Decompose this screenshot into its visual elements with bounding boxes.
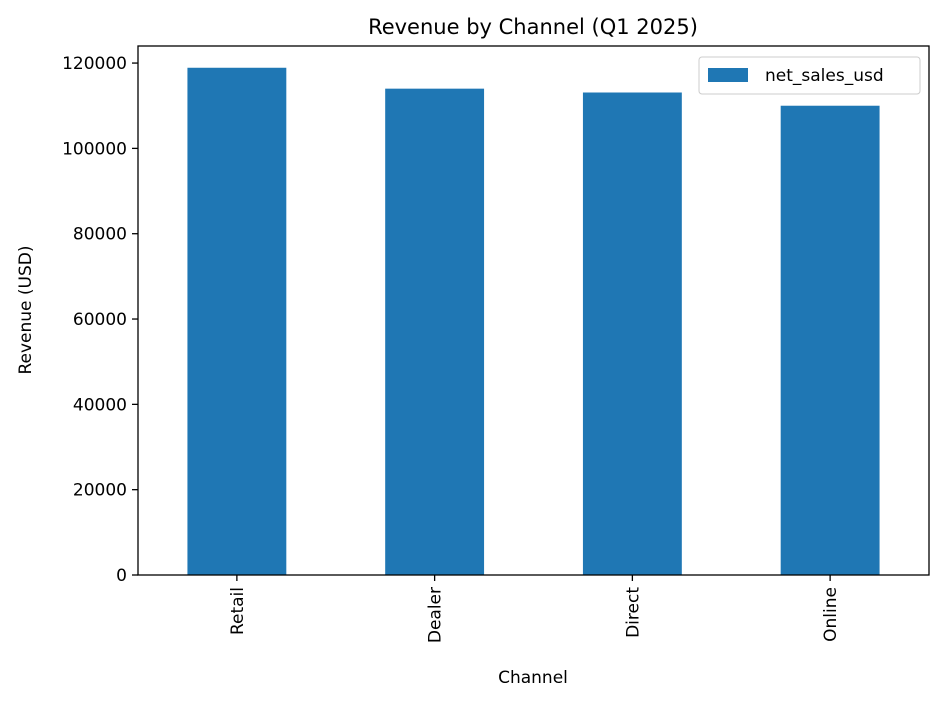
plot-area-frame: [137, 45, 930, 576]
x-axis-ticks: Retail Dealer Direct Online: [228, 575, 841, 643]
x-tick-label: Dealer: [426, 587, 446, 643]
y-axis-ticks: 0 20000 40000 60000 80000 100000 120000: [62, 54, 138, 586]
y-tick-label: 60000: [73, 310, 127, 330]
y-tick-label: 120000: [62, 54, 127, 74]
bar-dealer: [385, 88, 485, 576]
bars-layer: [187, 67, 880, 576]
y-tick-label: 100000: [62, 139, 127, 159]
bar-direct: [582, 92, 682, 576]
x-tick-label: Retail: [228, 587, 248, 635]
y-tick-label: 0: [116, 566, 127, 586]
legend-box: [698, 56, 921, 95]
bar-retail: [187, 67, 287, 575]
x-tick-label: Direct: [623, 587, 643, 638]
legend-label: net_sales_usd: [765, 66, 884, 86]
y-axis-label: Revenue (USD): [16, 245, 36, 374]
x-tick-label: Online: [821, 587, 841, 642]
y-tick-label: 80000: [73, 225, 127, 245]
y-tick-label: 40000: [73, 395, 127, 415]
legend-swatch: [708, 68, 748, 82]
bar-online: [780, 105, 880, 576]
legend: net_sales_usd: [698, 56, 921, 95]
chart-title: Revenue by Channel (Q1 2025): [368, 15, 698, 39]
y-tick-label: 20000: [73, 481, 127, 501]
x-axis-label: Channel: [498, 668, 568, 688]
